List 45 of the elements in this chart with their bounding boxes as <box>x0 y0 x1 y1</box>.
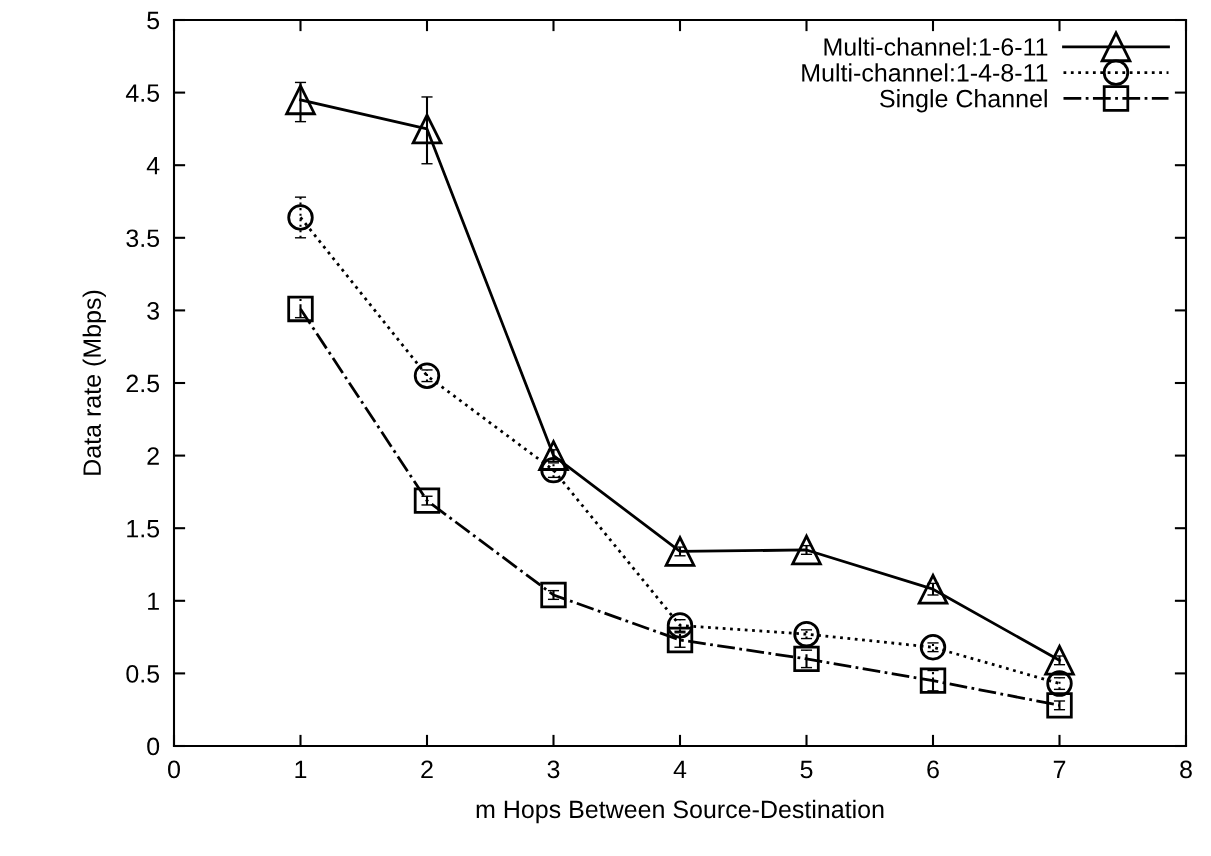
point <box>538 440 569 471</box>
point <box>664 536 696 567</box>
point <box>666 626 694 654</box>
point <box>666 612 694 639</box>
x-tick-label: 3 <box>547 760 560 779</box>
point <box>791 534 822 566</box>
x-tick-label: 5 <box>800 760 813 779</box>
legend-label: Multi-channel:1-6-11 <box>824 37 1048 56</box>
point <box>540 581 567 609</box>
point <box>919 667 947 694</box>
point <box>287 204 314 231</box>
y-tick-label: 1.5 <box>127 520 160 538</box>
x-tick-label: 6 <box>927 760 939 779</box>
point <box>1046 670 1073 697</box>
point <box>917 573 949 605</box>
x-tick-label: 2 <box>421 760 433 779</box>
y-axis-title: Data rate (Mbps) <box>82 290 106 475</box>
x-tick-label: 1 <box>295 760 307 779</box>
legend-label: Multi-channel:1-4-8-11 <box>802 63 1048 82</box>
point <box>1044 645 1075 676</box>
y-tick-label: 0 <box>147 737 160 756</box>
point <box>793 645 820 673</box>
x-tick-label: 0 <box>168 760 180 779</box>
y-tick-label: 0.5 <box>126 665 160 683</box>
y-tick-label: 3.5 <box>126 229 160 248</box>
x-tick-label: 7 <box>1053 760 1066 779</box>
point <box>411 113 443 145</box>
point <box>1046 692 1073 719</box>
y-tick-label: 5 <box>147 11 160 30</box>
legend-label: Single Channel <box>880 89 1047 113</box>
point <box>793 621 820 648</box>
point <box>413 487 441 514</box>
y-tick-label: 2.5 <box>126 374 160 393</box>
y-tick-label: 2 <box>147 447 159 465</box>
point <box>287 295 314 323</box>
y-tick-label: 1 <box>148 592 159 610</box>
y-tick-label: 4.5 <box>125 84 160 102</box>
x-axis-title: m Hops Between Source-Destination <box>476 799 884 824</box>
x-tick-label: 8 <box>1180 760 1192 779</box>
x-tick-label: 4 <box>673 760 687 779</box>
y-tick-label: 3 <box>147 302 160 320</box>
y-tick-label: 4 <box>146 157 160 175</box>
point <box>919 634 947 661</box>
point <box>413 362 441 389</box>
point <box>285 84 316 116</box>
